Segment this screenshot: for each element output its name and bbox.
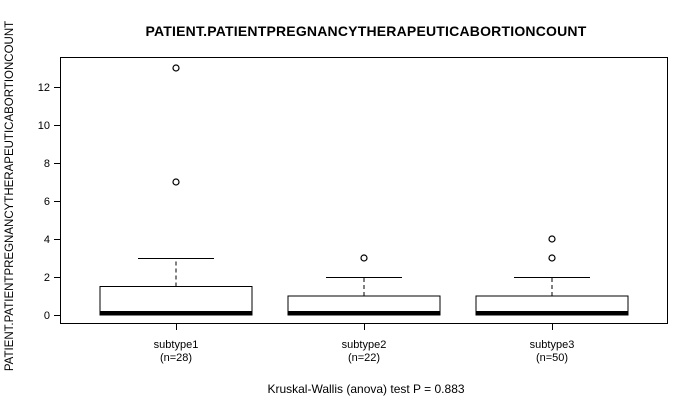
chart-title: PATIENT.PATIENTPREGNANCYTHERAPEUTICABORT… — [145, 23, 586, 39]
y-tick-label: 4 — [44, 234, 50, 246]
group-n-label: (n=22) — [348, 352, 380, 364]
y-tick-label: 8 — [44, 158, 50, 170]
outlier-point — [548, 254, 556, 262]
group-n-label: (n=50) — [536, 352, 568, 364]
plot-area: 0 2 4 6 8 10 12 subtype1(n=28) subtype2(n=22) sub… — [38, 56, 669, 364]
outlier-point — [172, 178, 180, 186]
y-tick-label: 12 — [38, 82, 50, 94]
box — [99, 285, 253, 316]
group-label: subtype3 — [530, 339, 575, 351]
y-tick-label: 6 — [44, 196, 50, 208]
group-label: subtype1 — [154, 339, 199, 351]
y-tick-label: 2 — [44, 272, 50, 284]
outlier-point — [548, 235, 556, 243]
outlier-point — [360, 254, 368, 262]
outlier-point — [172, 64, 180, 72]
group-label: subtype2 — [342, 339, 387, 351]
y-axis-label: PATIENT.PATIENTPREGNANCYTHERAPEUTICABORT… — [4, 21, 16, 371]
plot-frame — [59, 56, 669, 325]
stat-caption: Kruskal-Wallis (anova) test P = 0.883 — [267, 382, 464, 396]
y-tick-label: 0 — [44, 310, 50, 322]
group-n-label: (n=28) — [160, 352, 192, 364]
y-tick-label: 10 — [38, 120, 50, 132]
